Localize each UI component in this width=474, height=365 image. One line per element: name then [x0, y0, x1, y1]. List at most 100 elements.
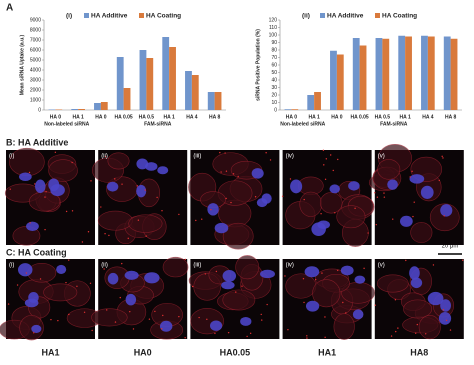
speck [71, 210, 74, 212]
micrograph: (ii) [91, 256, 189, 340]
speck [321, 272, 323, 274]
speck [87, 231, 90, 233]
speck [441, 155, 443, 158]
micrograph: (iii) [188, 150, 280, 250]
column-label: HA0.05 [220, 347, 251, 357]
speck [184, 336, 186, 339]
bar [443, 36, 451, 110]
speck [413, 201, 415, 203]
x-tick-label: HA 8 [445, 114, 456, 120]
speck [322, 149, 325, 152]
nucleus [125, 293, 137, 306]
speck [154, 310, 156, 313]
nucleus [28, 291, 39, 303]
cell-membrane [27, 263, 57, 283]
nucleus [304, 266, 320, 278]
y-tick-label: 110 [269, 25, 277, 31]
cell-membrane [410, 222, 433, 243]
speck [265, 152, 267, 154]
speck [345, 312, 347, 314]
speck [284, 275, 286, 277]
nucleus [409, 174, 425, 184]
bar [55, 109, 63, 110]
speck [324, 336, 326, 339]
speck [76, 285, 78, 287]
speck [390, 335, 393, 337]
speck [204, 273, 207, 275]
group-label: FAM-siRNA [380, 121, 408, 127]
speck [232, 173, 235, 175]
speck [144, 189, 146, 191]
speck [7, 303, 10, 305]
bar [169, 47, 176, 110]
speck [374, 304, 376, 306]
cell-membrane [28, 191, 61, 212]
speck [438, 179, 441, 182]
x-tick-label: HA 4 [422, 114, 433, 120]
speck [195, 219, 197, 222]
nucleus [260, 269, 275, 279]
x-tick-label: HA 8 [209, 114, 220, 120]
image-label: (i) [9, 154, 14, 160]
nucleus [157, 166, 169, 175]
speck [215, 270, 218, 273]
speck [90, 180, 92, 182]
speck [45, 191, 47, 193]
speck [91, 329, 93, 332]
speck [374, 192, 376, 194]
y-tick-label: 60 [271, 62, 277, 68]
y-tick-label: 90 [271, 40, 277, 46]
nucleus [19, 172, 32, 182]
speck [201, 218, 203, 220]
cell-membrane [235, 255, 260, 280]
x-tick-label: HA 1 [164, 114, 175, 120]
y-tick-label: 7000 [30, 37, 41, 43]
speck [29, 222, 31, 224]
speck [9, 188, 11, 190]
nucleus [207, 203, 219, 216]
x-tick-label: HA 0 [331, 114, 342, 120]
nucleus [222, 269, 237, 282]
speck [104, 155, 107, 158]
speck [449, 329, 452, 331]
speck [108, 234, 110, 237]
speck [44, 196, 46, 198]
bar [100, 102, 108, 110]
speck [325, 158, 328, 160]
nucleus [50, 184, 65, 197]
chart-title: (ii) [302, 13, 310, 20]
nucleus [221, 281, 235, 290]
bar [94, 103, 101, 110]
x-tick-label: HA 0 [286, 114, 297, 120]
group-label: FAM-siRNA [144, 121, 172, 127]
speck [383, 192, 385, 194]
bar [78, 109, 85, 110]
nucleus [420, 185, 434, 199]
speck [246, 335, 248, 338]
nucleus [124, 270, 139, 280]
nucleus [427, 291, 444, 306]
speck [225, 170, 228, 172]
y-tick-label: 10 [271, 100, 277, 106]
bar [139, 50, 147, 110]
nucleus [348, 181, 360, 191]
legend-swatch [375, 13, 380, 18]
nucleus [26, 221, 39, 232]
speck [354, 207, 356, 210]
speck [397, 327, 399, 329]
speck [249, 332, 252, 335]
speck [462, 259, 464, 261]
y-tick-label: 0 [274, 107, 277, 113]
x-tick-label: HA 0 [95, 114, 106, 120]
y-tick-label: 0 [38, 107, 41, 113]
nucleus [210, 320, 223, 331]
speck [392, 218, 394, 220]
speck [34, 183, 36, 185]
y-tick-label: 70 [271, 55, 277, 61]
nucleus [290, 179, 303, 194]
x-tick-label: HA 1 [400, 114, 411, 120]
speck [184, 258, 187, 261]
y-tick-label: 3000 [30, 77, 41, 83]
speck [100, 206, 102, 208]
